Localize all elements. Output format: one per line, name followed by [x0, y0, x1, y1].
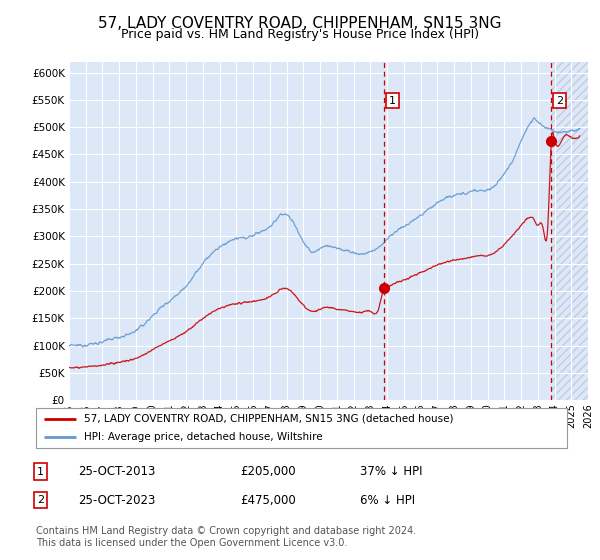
Text: 57, LADY COVENTRY ROAD, CHIPPENHAM, SN15 3NG (detached house): 57, LADY COVENTRY ROAD, CHIPPENHAM, SN15… [84, 414, 453, 423]
Text: £475,000: £475,000 [240, 493, 296, 507]
Text: 2: 2 [37, 495, 44, 505]
Text: 25-OCT-2013: 25-OCT-2013 [78, 465, 155, 478]
Bar [551, 62, 588, 400]
Text: 1: 1 [389, 96, 396, 106]
Text: 1: 1 [37, 466, 44, 477]
Text: 2: 2 [556, 96, 563, 106]
Text: 25-OCT-2023: 25-OCT-2023 [78, 493, 155, 507]
Text: Price paid vs. HM Land Registry's House Price Index (HPI): Price paid vs. HM Land Registry's House … [121, 28, 479, 41]
Bar [551, 62, 588, 400]
Text: £205,000: £205,000 [240, 465, 296, 478]
Text: 57, LADY COVENTRY ROAD, CHIPPENHAM, SN15 3NG: 57, LADY COVENTRY ROAD, CHIPPENHAM, SN15… [98, 16, 502, 31]
Text: Contains HM Land Registry data © Crown copyright and database right 2024.
This d: Contains HM Land Registry data © Crown c… [36, 526, 416, 548]
Text: 37% ↓ HPI: 37% ↓ HPI [360, 465, 422, 478]
Text: HPI: Average price, detached house, Wiltshire: HPI: Average price, detached house, Wilt… [84, 432, 322, 442]
Text: 6% ↓ HPI: 6% ↓ HPI [360, 493, 415, 507]
